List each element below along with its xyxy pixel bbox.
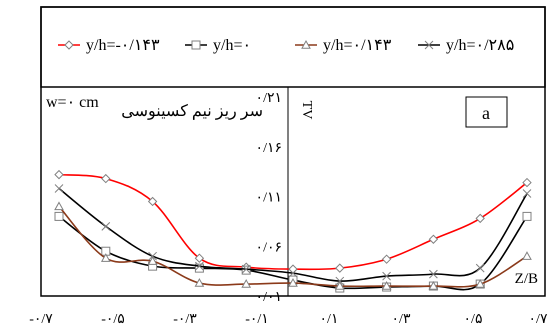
data-point <box>428 234 439 244</box>
x-tick-label: -۰/۱ <box>245 312 269 327</box>
x-tick-labels: -۰/۷ -۰/۵ -۰/۳ -۰/۱ ۰/۱ ۰/۳ ۰/۵ ۰/۷ <box>29 312 548 327</box>
data-point <box>54 201 64 211</box>
legend: y/h=-۰/۱۴۳ y/h=۰ y/h=۰/۱۴۳ y/h=۰/۲۸۵ <box>58 37 514 54</box>
legend-entry: y/h=۰/۱۴۳ <box>295 37 392 54</box>
data-point <box>194 278 205 287</box>
data-point <box>522 211 532 221</box>
data-point <box>522 189 532 198</box>
data-point <box>54 169 64 180</box>
legend-marker <box>301 39 311 49</box>
data-point <box>241 264 251 274</box>
x-tick-label: -۰/۳ <box>173 312 197 327</box>
legend-entry: y/h=۰/۲۸۵ <box>418 37 514 54</box>
panel-label: a <box>482 103 490 123</box>
data-point <box>381 254 392 264</box>
panel-label-box <box>465 96 508 128</box>
data-point <box>194 253 205 263</box>
data-point <box>475 263 485 273</box>
plot-area: ۰/۰۱ ۰/۰۶ ۰/۱۱ ۰/۱۶ ۰/۲۱ <box>54 87 532 305</box>
y-tick-label: ۰/۰۱ <box>256 290 282 305</box>
legend-label: y/h=۰/۱۴۳ <box>323 37 392 54</box>
series-4 <box>54 184 532 286</box>
data-point <box>335 276 345 286</box>
y-tick-label: ۰/۱۱ <box>256 191 282 206</box>
data-point <box>195 261 204 271</box>
data-point <box>335 263 345 273</box>
data-point <box>334 281 345 290</box>
annotation-weir: سر ریز نیم کسینوسی <box>121 103 263 120</box>
y-tick-label: ۰/۰۶ <box>256 240 282 255</box>
series-line <box>58 205 528 288</box>
series-3 <box>54 201 532 290</box>
x-tick-label: -۰/۵ <box>101 312 125 327</box>
data-point <box>101 173 111 184</box>
legend-marker <box>64 40 74 50</box>
data-point <box>100 253 111 262</box>
data-point <box>101 221 111 231</box>
y-tick-label: ۰/۲۱ <box>256 91 282 106</box>
legend-entry: y/h=۰ <box>185 37 251 54</box>
data-point <box>288 268 298 278</box>
data-point <box>475 213 485 224</box>
x-tick-label: ۰/۳ <box>392 312 411 327</box>
legend-label: y/h=-۰/۱۴۳ <box>86 37 160 54</box>
series-1 <box>54 169 532 274</box>
x-axis-label: Z/B <box>515 271 538 287</box>
data-point <box>475 279 486 288</box>
data-point <box>522 251 532 260</box>
legend-label: y/h=۰ <box>213 37 251 54</box>
annotation-w: w=۰ cm <box>46 94 99 111</box>
data-point <box>382 271 391 281</box>
data-point <box>54 211 64 221</box>
data-point <box>147 196 158 207</box>
data-point <box>288 278 298 287</box>
data-point <box>428 281 439 290</box>
data-point <box>54 184 64 193</box>
legend-marker <box>424 40 434 50</box>
legend-entry: y/h=-۰/۱۴۳ <box>58 37 160 54</box>
legend-label: y/h=۰/۲۸۵ <box>446 37 514 54</box>
data-point <box>288 264 298 274</box>
data-point <box>241 279 252 288</box>
y-tick-labels: ۰/۰۱ ۰/۰۶ ۰/۱۱ ۰/۱۶ ۰/۲۱ <box>256 91 282 305</box>
x-tick-label: ۰/۵ <box>464 312 483 327</box>
y-axis-label: TV <box>299 101 314 120</box>
x-tick-label: ۰/۷ <box>529 312 548 327</box>
legend-marker <box>191 40 201 50</box>
data-point <box>381 281 392 290</box>
data-point <box>148 251 157 261</box>
series-line <box>58 173 528 271</box>
legend-frame <box>40 6 546 88</box>
data-point <box>147 256 158 265</box>
series-layer <box>54 169 532 293</box>
data-point <box>429 269 438 279</box>
y-tick-label: ۰/۱۶ <box>256 141 282 156</box>
data-point <box>522 177 532 188</box>
data-point <box>194 263 204 273</box>
x-tick-label: ۰/۱ <box>320 312 339 327</box>
x-tick-label: -۰/۷ <box>29 312 53 327</box>
